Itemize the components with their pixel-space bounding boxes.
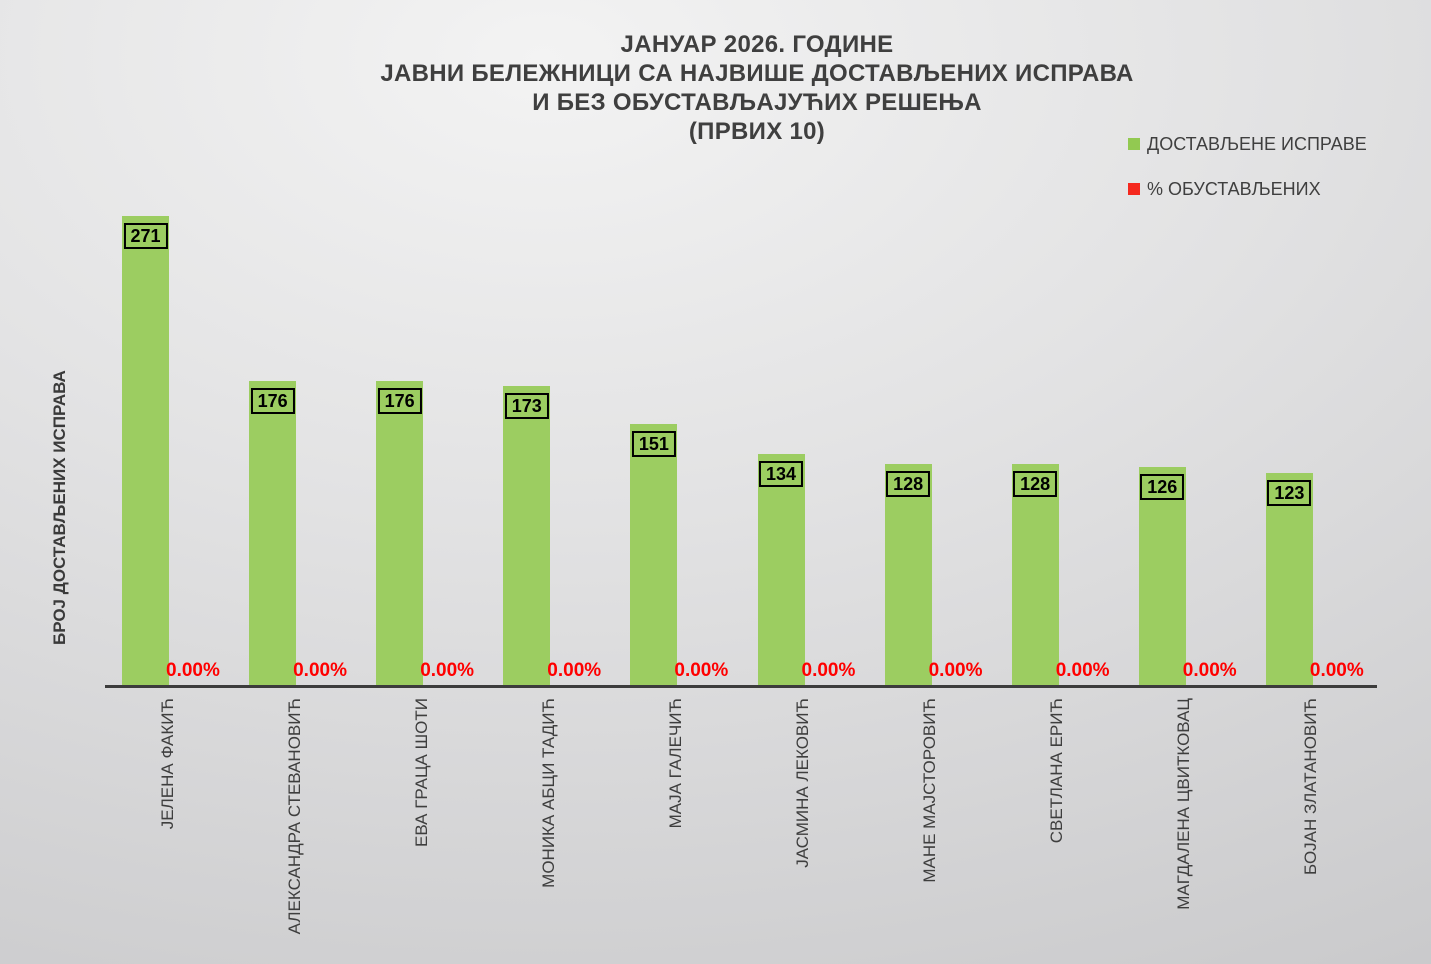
suspended-percent-label: 0.00% <box>1182 660 1237 681</box>
bar-value-label: 123 <box>1267 480 1312 506</box>
legend-label-suspended-percent: % ОБУСТАВЉЕНИХ <box>1147 178 1321 199</box>
chart-title-line-2: ЈАВНИ БЕЛЕЖНИЦИ СА НАЈВИШЕ ДОСТАВЉЕНИХ И… <box>380 60 1134 87</box>
category-label-6: ЈАСМИНА ЛЕКОВИЋ <box>793 698 813 868</box>
x-axis-line <box>105 685 1377 688</box>
bar-1: 271 <box>122 216 169 686</box>
category-label-5: МАЈА ГАЛЕЧИЋ <box>665 698 685 829</box>
suspended-percent-label: 0.00% <box>801 660 856 681</box>
bar-5: 151 <box>630 424 678 686</box>
category-label-3: ЕВА ГРАЦА ШОТИ <box>411 698 431 847</box>
suspended-percent-label: 0.00% <box>928 660 983 681</box>
bar-value-label: 126 <box>1140 474 1185 500</box>
legend: ДОСТАВЉЕНЕ ИСПРАВЕ % ОБУСТАВЉЕНИХ <box>1128 133 1367 223</box>
bar-4: 173 <box>503 386 551 686</box>
bar-value-label: 271 <box>123 223 168 249</box>
bar-value-label: 128 <box>886 471 931 497</box>
legend-label-delivered-documents: ДОСТАВЉЕНЕ ИСПРАВЕ <box>1147 133 1367 154</box>
suspended-percent-label: 0.00% <box>547 660 602 681</box>
bar-8: 128 <box>1011 464 1059 686</box>
bar-10: 123 <box>1265 473 1313 686</box>
chart-title-line-3: И БЕЗ ОБУСТАВЉАЈУЋИХ РЕШЕЊА <box>532 89 982 116</box>
category-label-10: БОЈАН ЗЛАТАНОВИЋ <box>1301 698 1321 876</box>
green-square-icon <box>1128 138 1140 150</box>
bar-value-label: 151 <box>631 431 676 457</box>
bar-3: 176 <box>376 381 424 686</box>
category-label-1: ЈЕЛЕНА ФАКИЋ <box>157 698 177 830</box>
bar-6: 134 <box>757 454 805 686</box>
bar-value-label: 128 <box>1013 471 1058 497</box>
category-label-7: МАНЕ МАЈСТОРОВИЋ <box>920 698 940 883</box>
legend-item-delivered-documents: ДОСТАВЉЕНЕ ИСПРАВЕ <box>1128 133 1367 155</box>
suspended-percent-label: 0.00% <box>293 660 347 681</box>
bar-2: 176 <box>249 381 297 686</box>
y-axis-title: БРОЈ ДОСТАВЉЕНИХ ИСПРАВА <box>50 370 69 646</box>
category-label-2: АЛЕКСАНДРА СТЕВАНОВИЋ <box>284 698 304 935</box>
category-label-9: МАГДАЛЕНА ЦВИТКОВАЦ <box>1174 698 1194 910</box>
chart-title: ЈАНУАР 2026. ГОДИНЕ ЈАВНИ БЕЛЕЖНИЦИ СА Н… <box>84 30 1430 146</box>
chart-title-line-1: ЈАНУАР 2026. ГОДИНЕ <box>620 31 894 58</box>
category-label-8: СВЕТЛАНА ЕРИЋ <box>1047 698 1067 844</box>
suspended-percent-label: 0.00% <box>674 660 729 681</box>
category-label-4: МОНИКА АБЦИ ТАДИЋ <box>538 698 558 888</box>
suspended-percent-label: 0.00% <box>420 660 475 681</box>
chart-title-line-4: (ПРВИХ 10) <box>688 118 826 145</box>
legend-item-suspended-percent: % ОБУСТАВЉЕНИХ <box>1128 178 1367 200</box>
suspended-percent-label: 0.00% <box>1309 660 1364 681</box>
bar-9: 126 <box>1138 467 1186 686</box>
bar-value-label: 134 <box>758 461 804 487</box>
red-square-icon <box>1128 183 1140 195</box>
bar-value-label: 173 <box>504 393 549 419</box>
bar-value-label: 176 <box>250 388 295 414</box>
bar-value-label: 176 <box>377 388 422 414</box>
suspended-percent-label: 0.00% <box>166 660 220 681</box>
bar-7: 128 <box>884 464 932 686</box>
suspended-percent-label: 0.00% <box>1055 660 1110 681</box>
